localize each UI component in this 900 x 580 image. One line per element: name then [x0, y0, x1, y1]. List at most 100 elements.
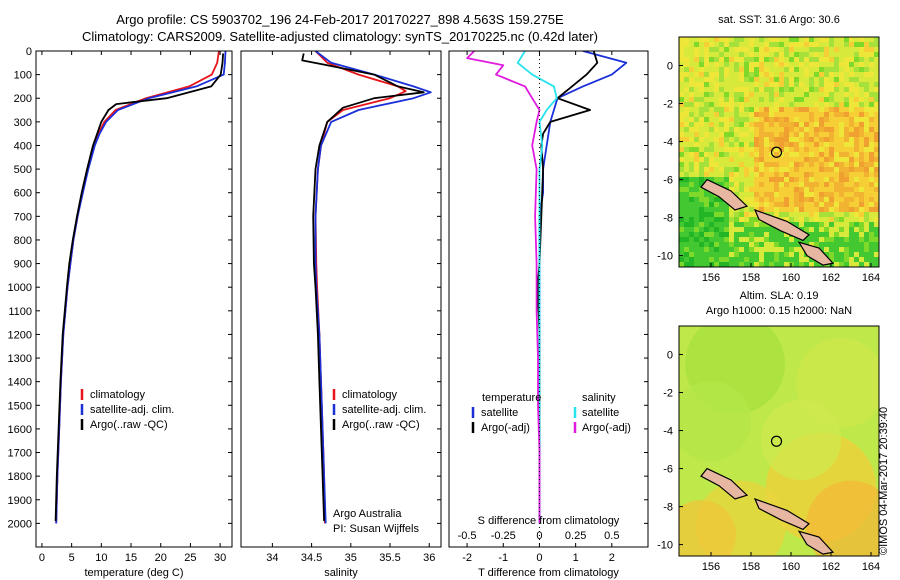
sst-cell: [684, 127, 689, 132]
sst-cell: [679, 102, 684, 107]
sst-cell: [719, 227, 724, 232]
sst-cell: [784, 217, 789, 222]
sst-cell: [804, 137, 809, 142]
top-tick-label: -0.5: [458, 530, 477, 542]
sst-cell: [844, 182, 849, 187]
sst-cell: [724, 87, 729, 92]
sst-cell: [864, 177, 869, 182]
sst-cell: [874, 247, 879, 252]
sst-cell: [874, 152, 879, 157]
sst-cell: [794, 177, 799, 182]
sst-cell: [714, 107, 719, 112]
sst-cell: [779, 122, 784, 127]
sst-cell: [749, 182, 754, 187]
sst-cell: [684, 247, 689, 252]
sst-cell: [794, 142, 799, 147]
sst-cell: [849, 102, 854, 107]
sst-cell: [744, 62, 749, 67]
sst-cell: [724, 147, 729, 152]
sst-cell: [749, 107, 754, 112]
sst-cell: [834, 77, 839, 82]
sst-cell: [679, 52, 684, 57]
sst-cell: [679, 232, 684, 237]
sst-cell: [769, 62, 774, 67]
sst-cell: [729, 212, 734, 217]
sst-cell: [729, 187, 734, 192]
sst-cell: [794, 257, 799, 262]
sst-cell: [804, 112, 809, 117]
sst-cell: [789, 92, 794, 97]
sst-cell: [834, 137, 839, 142]
sst-cell: [839, 97, 844, 102]
sst-cell: [694, 122, 699, 127]
sst-cell: [819, 187, 824, 192]
sst-cell: [744, 57, 749, 62]
sst-cell: [729, 67, 734, 72]
sst-cell: [789, 82, 794, 87]
sst-cell: [684, 102, 689, 107]
sst-cell: [764, 52, 769, 57]
sst-cell: [774, 182, 779, 187]
sst-cell: [769, 122, 774, 127]
sst-cell: [874, 252, 879, 257]
sst-cell: [854, 172, 859, 177]
sst-cell: [869, 132, 874, 137]
sst-cell: [869, 92, 874, 97]
sst-cell: [809, 232, 814, 237]
sst-cell: [864, 92, 869, 97]
sst-cell: [704, 87, 709, 92]
sst-cell: [744, 107, 749, 112]
sst-cell: [679, 147, 684, 152]
sst-cell: [854, 52, 859, 57]
sst-cell: [759, 182, 764, 187]
sst-cell: [709, 137, 714, 142]
sst-cell: [854, 67, 859, 72]
sst-cell: [849, 207, 854, 212]
sst-cell: [774, 42, 779, 47]
sst-cell: [724, 127, 729, 132]
sst-cell: [874, 172, 879, 177]
sst-cell: [704, 167, 709, 172]
sst-cell: [689, 212, 694, 217]
sst-cell: [769, 42, 774, 47]
sst-cell: [839, 252, 844, 257]
sst-cell: [874, 162, 879, 167]
sst-cell: [859, 137, 864, 142]
sst-cell: [824, 37, 829, 42]
sst-cell: [739, 107, 744, 112]
sst-cell: [749, 187, 754, 192]
sst-cell: [859, 52, 864, 57]
sst-cell: [699, 42, 704, 47]
sst-cell: [814, 197, 819, 202]
sst-cell: [874, 107, 879, 112]
sst-cell: [814, 157, 819, 162]
sst-cell: [874, 157, 879, 162]
sst-cell: [699, 107, 704, 112]
sst-cell: [859, 202, 864, 207]
sst-cell: [739, 92, 744, 97]
sst-cell: [689, 107, 694, 112]
sst-cell: [729, 167, 734, 172]
sst-cell: [864, 242, 869, 247]
sst-cell: [809, 112, 814, 117]
sst-cell: [744, 82, 749, 87]
sst-cell: [769, 187, 774, 192]
sst-cell: [839, 47, 844, 52]
sst-cell: [689, 102, 694, 107]
sst-cell: [744, 202, 749, 207]
sst-cell: [679, 112, 684, 117]
sst-cell: [769, 207, 774, 212]
sst-cell: [819, 242, 824, 247]
sst-cell: [729, 82, 734, 87]
sst-cell: [854, 237, 859, 242]
sst-cell: [759, 167, 764, 172]
sst-cell: [754, 237, 759, 242]
sst-cell: [849, 162, 854, 167]
x-tick-label: 0: [536, 552, 542, 564]
sst-cell: [709, 122, 714, 127]
sst-cell: [714, 177, 719, 182]
sst-cell: [824, 202, 829, 207]
sst-cell: [754, 47, 759, 52]
sst-cell: [699, 137, 704, 142]
sst-cell: [824, 97, 829, 102]
